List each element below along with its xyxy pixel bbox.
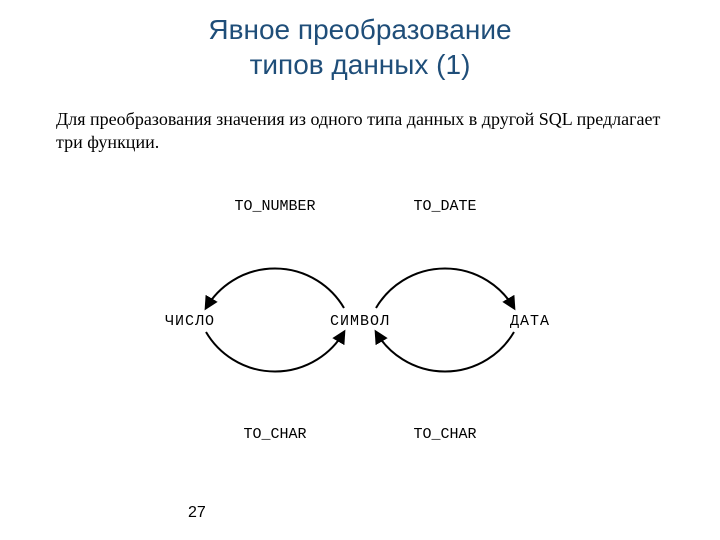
arc-to-char-right <box>376 332 514 372</box>
slide-title: Явное преобразование типов данных (1) <box>0 12 720 82</box>
page-number: 27 <box>188 504 206 522</box>
node-number: ЧИСЛО <box>165 313 215 330</box>
slide: Явное преобразование типов данных (1) Дл… <box>0 0 720 540</box>
label-to-date: TO_DATE <box>413 198 476 215</box>
arc-to-number <box>206 268 344 308</box>
label-to-char-right: TO_CHAR <box>413 426 476 443</box>
body-text: Для преобразования значения из одного ти… <box>56 108 666 155</box>
node-symbol: СИМВОЛ <box>330 313 390 330</box>
title-line-1: Явное преобразование <box>208 14 511 45</box>
label-to-char-left: TO_CHAR <box>243 426 306 443</box>
conversion-diagram: TO_NUMBER TO_DATE TO_CHAR TO_CHAR ЧИСЛО … <box>120 190 600 450</box>
arc-to-date <box>376 268 514 308</box>
label-to-number: TO_NUMBER <box>234 198 315 215</box>
arc-to-char-left <box>206 332 344 372</box>
title-line-2: типов данных (1) <box>250 49 471 80</box>
node-date: ДАТА <box>510 313 550 330</box>
